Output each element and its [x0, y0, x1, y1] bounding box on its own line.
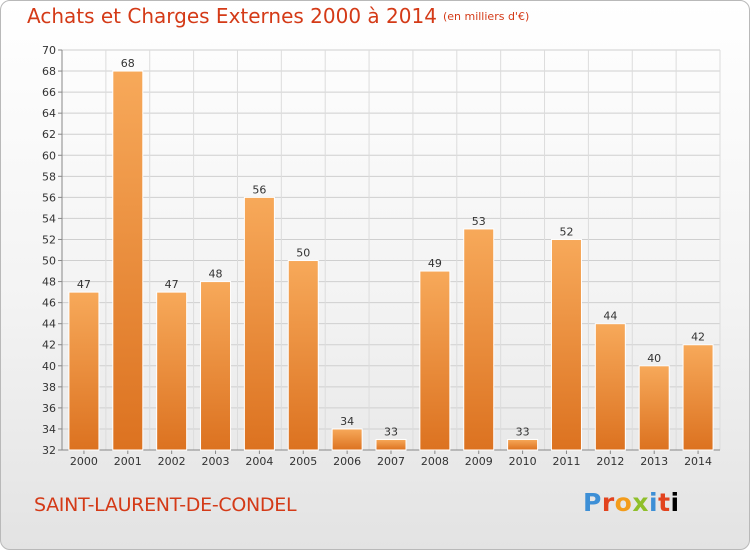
x-tick-label: 2008 — [421, 455, 449, 468]
x-tick-label: 2001 — [114, 455, 142, 468]
bar-2009 — [463, 228, 495, 451]
bar-2008 — [419, 270, 451, 451]
y-tick-label: 70 — [42, 44, 56, 57]
x-tick-label: 2012 — [596, 455, 624, 468]
bar-2011 — [550, 238, 582, 451]
y-tick-label: 62 — [42, 128, 56, 141]
data-label-2000: 47 — [77, 278, 91, 291]
data-label-2004: 56 — [252, 183, 266, 196]
data-label-2011: 52 — [559, 225, 573, 238]
data-label-2001: 68 — [121, 57, 135, 70]
x-tick-label: 2014 — [684, 455, 712, 468]
data-label-2005: 50 — [296, 247, 310, 260]
data-label-2009: 53 — [472, 215, 486, 228]
bar-2000 — [68, 291, 100, 451]
bar-2003 — [200, 281, 232, 451]
bar-2007 — [375, 438, 407, 451]
x-tick-label: 2005 — [289, 455, 317, 468]
y-tick-label: 44 — [42, 318, 56, 331]
chart-unit: (en milliers d'€) — [442, 10, 530, 23]
x-tick-label: 2010 — [509, 455, 537, 468]
data-label-2013: 40 — [647, 352, 661, 365]
bar-2012 — [594, 323, 626, 451]
y-tick-label: 46 — [42, 297, 56, 310]
chart-title: Achats et Charges Externes 2000 à 2014 (e… — [27, 4, 529, 28]
y-tick-label: 40 — [42, 360, 56, 373]
bars — [68, 70, 714, 451]
commune-name: SAINT-LAURENT-DE-CONDEL — [34, 494, 297, 516]
data-label-2008: 49 — [428, 257, 442, 270]
bar-2002 — [156, 291, 188, 451]
y-tick-label: 64 — [42, 107, 56, 120]
data-label-2010: 33 — [516, 425, 530, 438]
bar-2014 — [682, 344, 714, 451]
y-tick-label: 36 — [42, 402, 56, 415]
x-tick-label: 2006 — [333, 455, 361, 468]
y-tick-label: 54 — [42, 212, 56, 225]
chart-title-text: Achats et Charges Externes 2000 à 2014 — [27, 4, 437, 28]
bar-2005 — [287, 260, 319, 451]
y-tick-label: 58 — [42, 170, 56, 183]
y-tick-label: 66 — [42, 86, 56, 99]
data-label-2014: 42 — [691, 331, 705, 344]
data-label-2007: 33 — [384, 425, 398, 438]
data-labels: 47 68 47 48 56 50 34 33 49 53 33 52 44 40 42 — [77, 57, 705, 438]
x-tick-label: 2009 — [465, 455, 493, 468]
bar-2001 — [112, 70, 144, 451]
y-tick-label: 32 — [42, 444, 56, 457]
axes: 32 34 36 38 40 42 44 46 48 50 52 54 56 58 60 62 64 66 68 70… — [42, 44, 720, 468]
y-tick-label: 68 — [42, 65, 56, 78]
y-tick-label: 42 — [42, 339, 56, 352]
y-tick-label: 50 — [42, 255, 56, 268]
proxiti-logo: Proxiti — [583, 488, 680, 517]
y-tick-label: 52 — [42, 233, 56, 246]
x-tick-label: 2007 — [377, 455, 405, 468]
bar-2013 — [638, 365, 670, 451]
x-tick-label: 2004 — [245, 455, 273, 468]
y-tick-label: 60 — [42, 149, 56, 162]
bar-2004 — [243, 196, 275, 451]
y-tick-label: 48 — [42, 276, 56, 289]
y-tick-label: 34 — [42, 423, 56, 436]
data-label-2002: 47 — [165, 278, 179, 291]
data-label-2012: 44 — [603, 310, 617, 323]
x-tick-label: 2003 — [202, 455, 230, 468]
x-tick-label: 2013 — [640, 455, 668, 468]
bar-2010 — [507, 438, 539, 451]
data-label-2006: 34 — [340, 415, 354, 428]
x-tick-label: 2002 — [158, 455, 186, 468]
x-tick-label: 2000 — [70, 455, 98, 468]
x-tick-label: 2011 — [552, 455, 580, 468]
bar-2006 — [331, 428, 363, 451]
y-tick-label: 56 — [42, 191, 56, 204]
data-label-2003: 48 — [209, 268, 223, 281]
y-tick-label: 38 — [42, 381, 56, 394]
